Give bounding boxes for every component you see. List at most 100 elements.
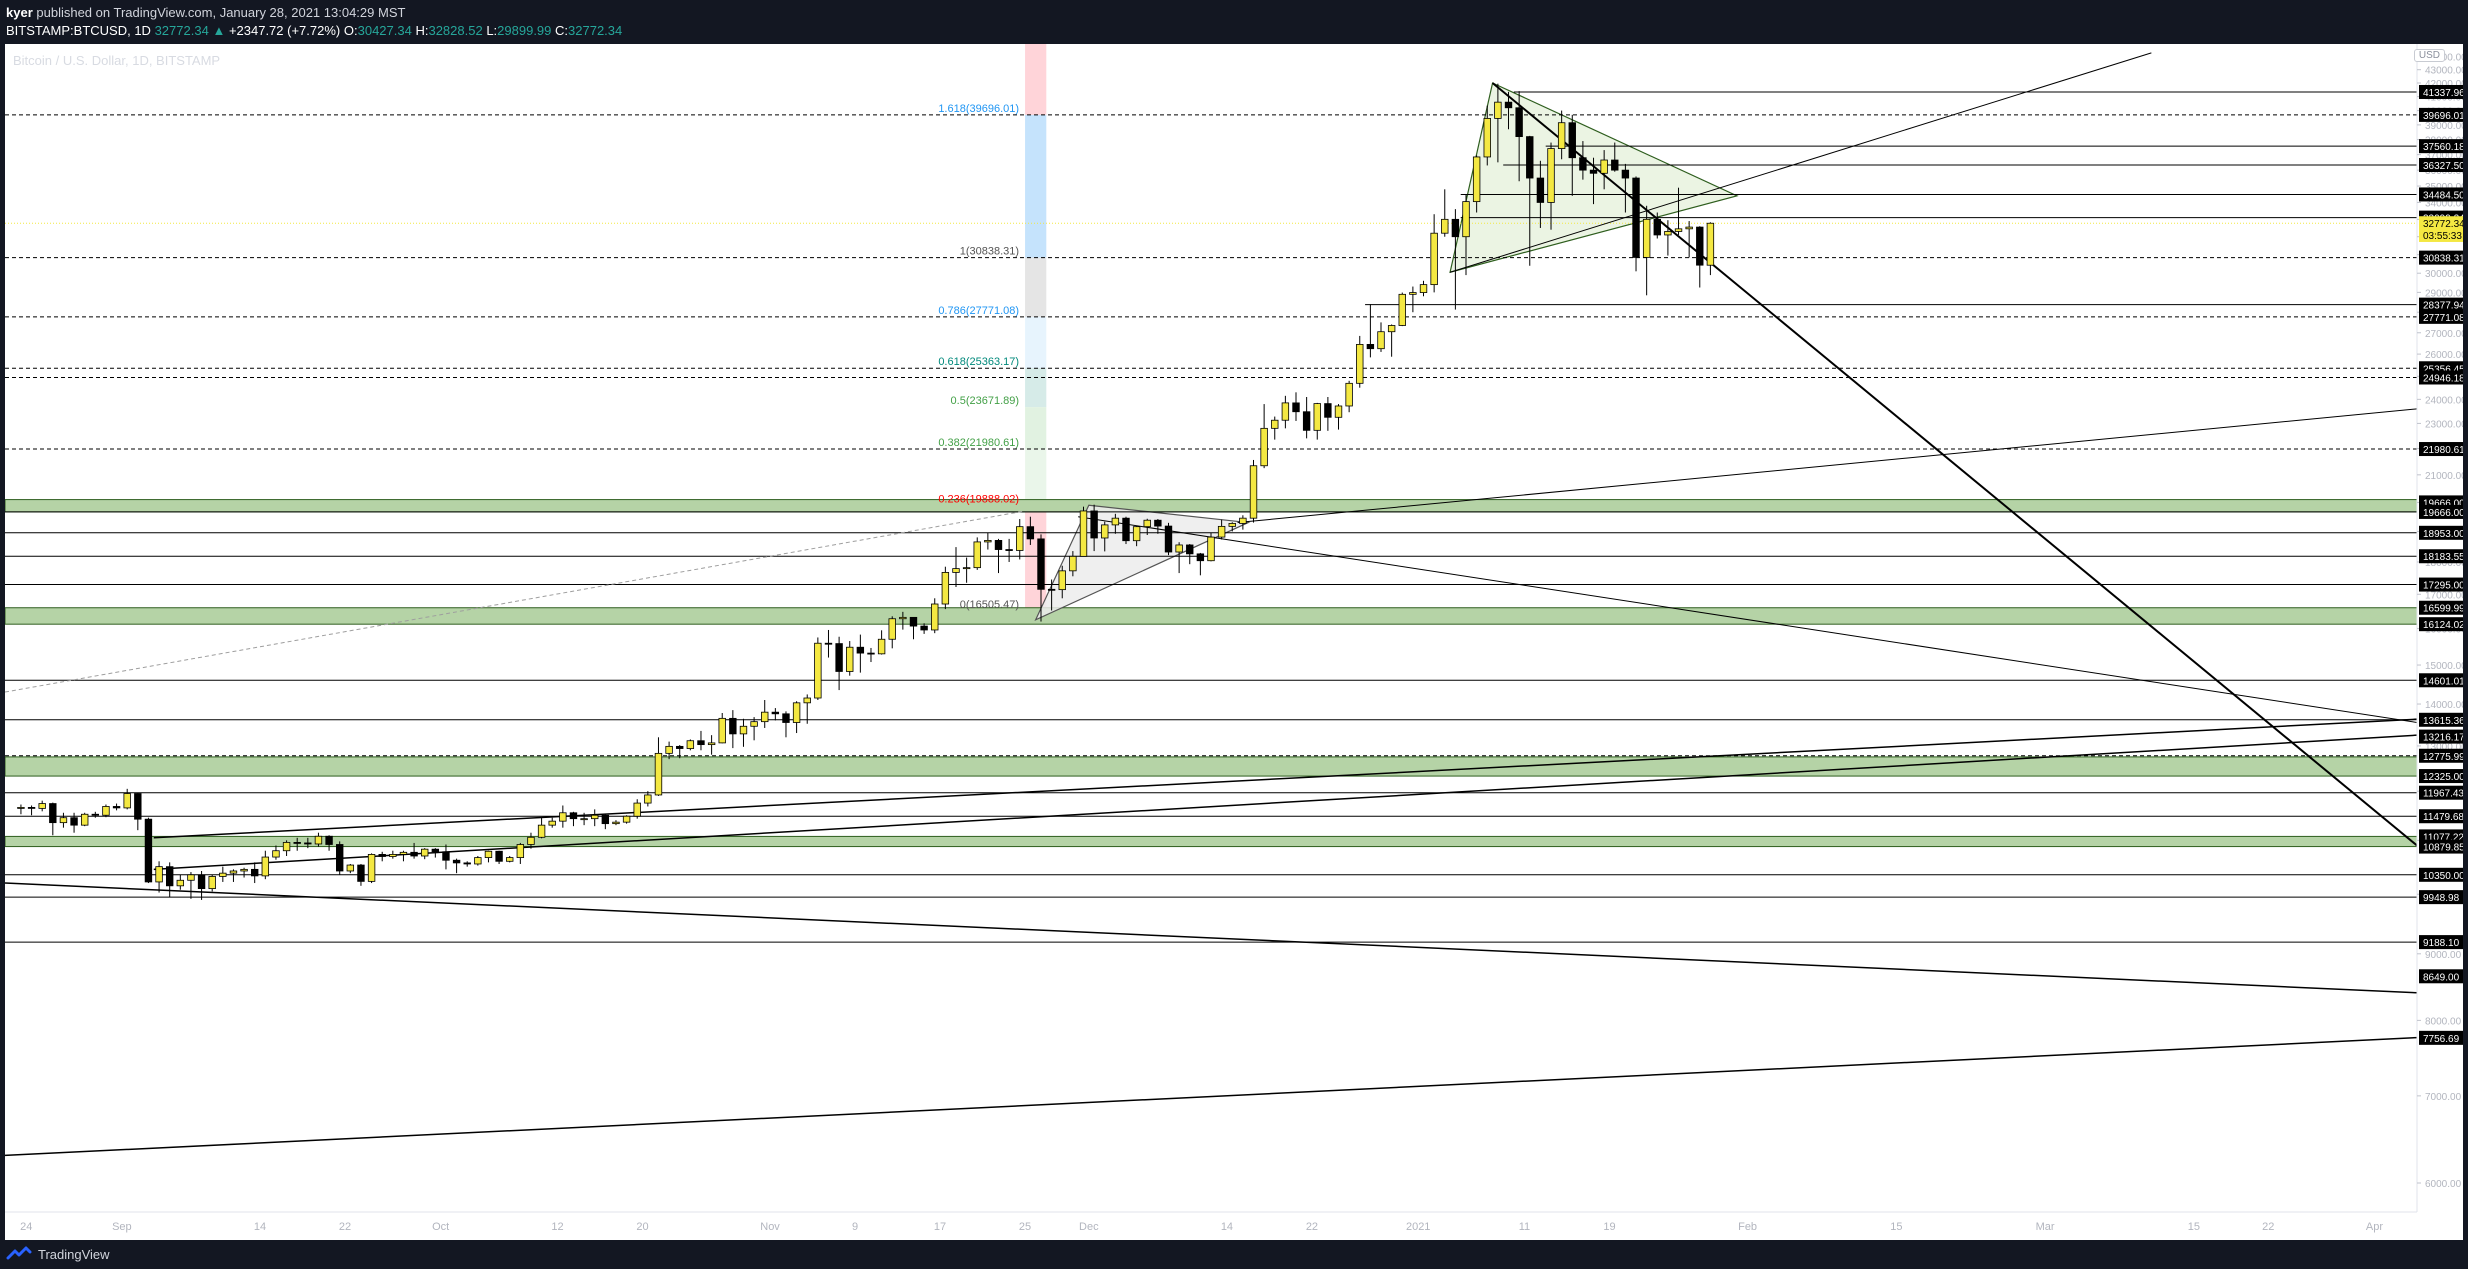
price-label: 24946.18 (2423, 373, 2463, 384)
price-label: 16124.02 (2423, 620, 2463, 631)
candle-body (612, 821, 620, 825)
candle-body (516, 844, 525, 858)
candle (1419, 280, 1428, 297)
close-value: 32772.34 (568, 23, 623, 38)
candle-body (1143, 519, 1151, 528)
candle (304, 837, 312, 849)
candle-body (591, 814, 599, 820)
candle-body (155, 866, 163, 883)
candle-body (421, 848, 429, 857)
candle-body (1664, 231, 1672, 236)
candle (941, 566, 950, 610)
candle (1101, 521, 1109, 552)
candle (1366, 304, 1375, 358)
price-label-box (2419, 712, 2463, 727)
chart-area[interactable]: 1.618(39696.01) 1(30838.31) 0.786(27771.08… (5, 44, 2463, 1240)
candle (399, 850, 408, 862)
x-tick-label: Oct (432, 1221, 449, 1233)
candle (346, 863, 355, 874)
candle (1377, 322, 1385, 352)
candle-body (367, 854, 376, 882)
candle-body (1249, 465, 1258, 519)
candle (633, 799, 641, 819)
price-chart[interactable]: 1.618(39696.01) 1(30838.31) 0.786(27771.08… (5, 44, 2463, 1240)
candle (729, 710, 737, 749)
candle (123, 788, 131, 810)
candle (155, 861, 163, 893)
candle (814, 637, 822, 701)
fib-band (1025, 449, 1047, 506)
fib-band (1025, 114, 1047, 258)
candle-body (633, 802, 641, 817)
price-label: 17295.00 (2423, 581, 2463, 592)
candle-body (1281, 402, 1290, 421)
y-tick-label: 6000.00 (2425, 1179, 2462, 1190)
candle (219, 866, 227, 882)
price-label-box (2419, 84, 2463, 99)
candle (1122, 516, 1130, 545)
author-name[interactable]: kyer (6, 5, 33, 20)
candle (1281, 395, 1290, 429)
candle (782, 711, 790, 738)
candle-body (1186, 544, 1194, 555)
tradingview-logo-icon (6, 1246, 32, 1260)
quote-line: BITSTAMP:BTCUSD, 1D 32772.34 ▲ +2347.72 … (6, 23, 622, 38)
candle (474, 855, 482, 866)
candle (1228, 522, 1236, 532)
x-tick-label: 22 (339, 1221, 351, 1233)
symbol-label[interactable]: BITSTAMP:BTCUSD, 1D (6, 23, 151, 38)
candle (144, 817, 153, 884)
candle (888, 616, 896, 649)
candle (1611, 142, 1619, 172)
candle-body (1111, 517, 1120, 526)
x-tick-label: 14 (254, 1221, 266, 1233)
price-label: 10879.85 (2423, 843, 2463, 854)
y-tick-label: 9000.00 (2425, 950, 2462, 961)
candle-body (123, 793, 131, 809)
candle (665, 741, 673, 760)
candle-body (984, 540, 992, 543)
candle-body (761, 711, 769, 723)
candle-body (1260, 427, 1268, 467)
candle-body (1334, 405, 1343, 418)
candle (27, 805, 36, 816)
candle (229, 869, 238, 882)
candle-body (1398, 293, 1406, 326)
tradingview-brand[interactable]: TradingView (6, 1246, 110, 1262)
candle (803, 694, 811, 724)
candle-body (803, 697, 811, 704)
candle-body (102, 806, 110, 816)
price-label: 36327.50 (2423, 161, 2463, 172)
candle (1696, 226, 1704, 288)
candle-body (1366, 343, 1375, 350)
candle (1536, 160, 1545, 228)
candle (1164, 522, 1173, 556)
candle (1016, 519, 1024, 560)
candle (1356, 335, 1364, 388)
price-label-box (2419, 600, 2463, 615)
candle (484, 850, 493, 863)
trendline (1078, 516, 2417, 723)
candle (792, 701, 801, 734)
trendlines-group (5, 52, 2417, 1157)
low-value: 29899.99 (497, 23, 552, 38)
candle-body (506, 857, 514, 862)
price-label: 28377.94 (2423, 301, 2463, 312)
candle-body (1079, 510, 1088, 557)
candle-body (973, 541, 981, 569)
candle-body (49, 803, 57, 824)
candle (1515, 91, 1523, 182)
y-tick-label: 17000.00 (2425, 590, 2463, 601)
candle-body (1324, 403, 1332, 418)
price-label-box (2419, 867, 2463, 882)
candle-body (1313, 403, 1321, 431)
candle-body (112, 806, 121, 809)
currency-button[interactable]: USD (2413, 49, 2445, 62)
candle (1239, 515, 1247, 530)
candle (1334, 404, 1343, 430)
candle-body (580, 818, 588, 821)
candle (856, 634, 865, 673)
fib-band (1025, 368, 1047, 408)
candle (654, 737, 663, 796)
candle (1387, 324, 1396, 357)
